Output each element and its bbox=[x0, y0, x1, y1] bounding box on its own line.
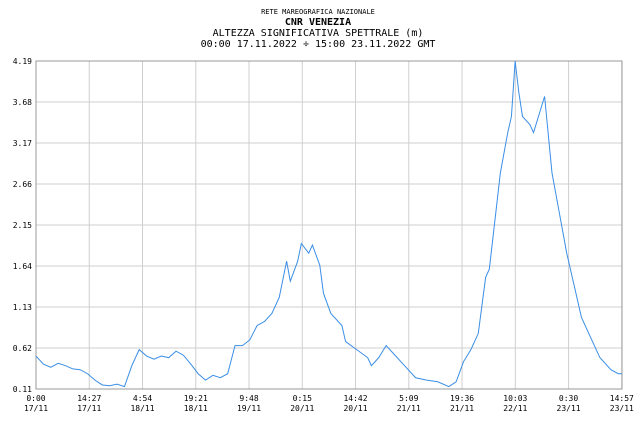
y-tick-label: 0.11 bbox=[13, 385, 32, 394]
plot-frame bbox=[35, 60, 623, 390]
y-tick-label: 1.64 bbox=[13, 262, 32, 271]
y-tick-label: 2.66 bbox=[13, 180, 32, 189]
x-tick-label: 0:30 23/11 bbox=[557, 394, 581, 413]
data-line bbox=[35, 60, 622, 388]
y-tick-label: 3.68 bbox=[13, 98, 32, 107]
x-tick-label: 4:54 18/11 bbox=[130, 394, 154, 413]
x-tick-label: 0:15 20/11 bbox=[290, 394, 314, 413]
x-tick-label: 19:36 21/11 bbox=[450, 394, 474, 413]
supertitle: RETE MAREOGRAFICA NAZIONALE bbox=[261, 8, 375, 16]
y-tick-label: 4.19 bbox=[13, 57, 32, 66]
x-tick-label: 10:03 22/11 bbox=[503, 394, 527, 413]
y-tick-label: 2.15 bbox=[13, 221, 32, 230]
x-tick-label: 9:48 19/11 bbox=[237, 394, 261, 413]
x-tick-label: 19:21 18/11 bbox=[184, 394, 208, 413]
y-tick-label: 3.17 bbox=[13, 139, 32, 148]
x-tick-label: 5:09 21/11 bbox=[397, 394, 421, 413]
y-tick-label: 0.62 bbox=[13, 344, 32, 353]
x-tick-label: 14:27 17/11 bbox=[77, 394, 101, 413]
chart-title: CNR VENEZIA bbox=[285, 17, 351, 28]
x-tick-label: 14:42 20/11 bbox=[343, 394, 367, 413]
y-tick-label: 1.13 bbox=[13, 303, 32, 312]
subtitle: ALTEZZA SIGNIFICATIVA SPETTRALE (m) bbox=[213, 28, 424, 39]
x-tick-label: 0:00 17/11 bbox=[24, 394, 48, 413]
period: 00:00 17.11.2022 ÷ 15:00 23.11.2022 GMT bbox=[201, 39, 436, 50]
x-tick-label: 14:57 23/11 bbox=[610, 394, 634, 413]
